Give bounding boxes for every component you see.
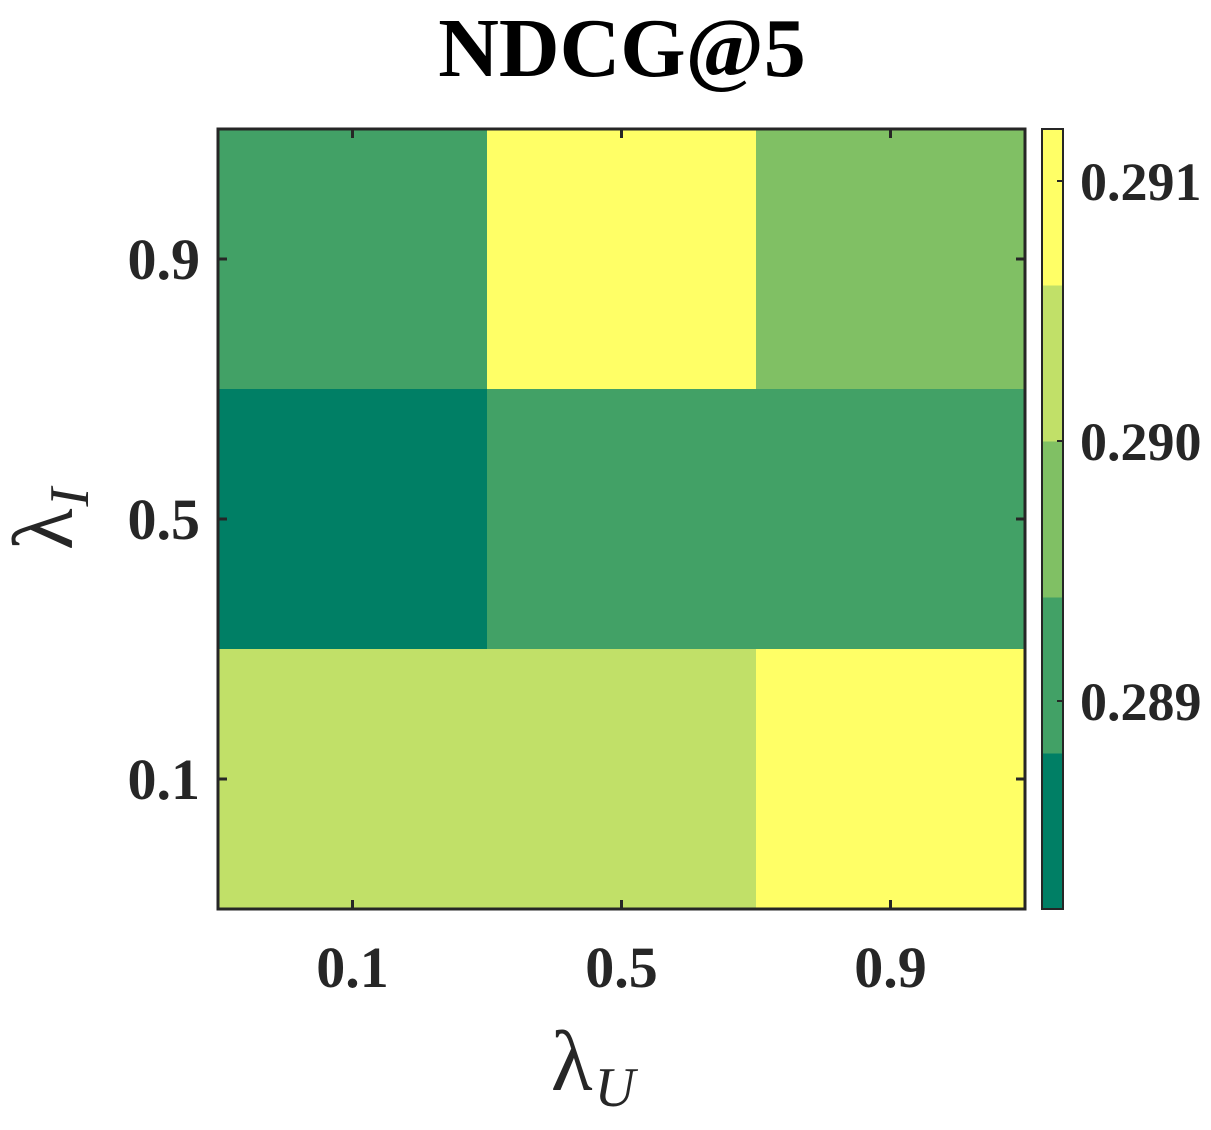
colorbar-bin-3 — [1042, 441, 1063, 598]
heatmap-cell-r2-c1 — [218, 389, 488, 650]
heatmap-cells — [218, 129, 1026, 910]
heatmap-cell-r1-c2 — [487, 129, 757, 390]
colorbar-border — [1041, 128, 1064, 910]
x-tick-label: 0.9 — [854, 935, 927, 1000]
heatmap-cell-r1-c3 — [756, 129, 1026, 390]
y-tick-label: 0.9 — [128, 227, 201, 292]
x-axis-label-subscript: U — [595, 1057, 639, 1119]
colorbar-tick-label: 0.289 — [1080, 672, 1202, 732]
y-axis-ticks: 0.9 0.5 0.1 — [128, 227, 1025, 812]
heatmap-cell-r2-c2 — [487, 389, 757, 650]
colorbar-tick-label: 0.291 — [1080, 152, 1202, 212]
y-tick-label: 0.1 — [128, 747, 201, 812]
chart-title: NDCG@5 — [438, 2, 805, 95]
heatmap-cell-r3-c1 — [218, 649, 488, 910]
y-axis-label: λI — [0, 485, 101, 550]
colorbar-bin-4 — [1042, 285, 1063, 442]
x-axis-ticks: 0.1 0.5 0.9 — [316, 129, 927, 1000]
heatmap-cell-r2-c3 — [756, 389, 1026, 650]
colorbar-tick-label: 0.290 — [1080, 412, 1202, 472]
y-axis-label-group: λI — [0, 485, 101, 550]
heatmap-cell-r3-c2 — [487, 649, 757, 910]
y-axis-label-subscript: I — [39, 485, 101, 507]
x-tick-label: 0.1 — [316, 935, 389, 1000]
colorbar: 0.289 0.290 0.291 — [1041, 128, 1202, 910]
x-tick-label: 0.5 — [585, 935, 658, 1000]
colorbar-bin-5 — [1042, 129, 1063, 286]
heatmap-cell-r3-c3 — [756, 649, 1026, 910]
x-axis-label: λU — [551, 1013, 639, 1119]
y-axis-label-symbol: λ — [0, 508, 91, 550]
colorbar-bin-2 — [1042, 597, 1063, 754]
colorbar-bin-1 — [1042, 753, 1063, 910]
x-axis-label-symbol: λ — [551, 1013, 593, 1109]
y-tick-label: 0.5 — [128, 487, 201, 552]
heatmap-cell-r1-c1 — [218, 129, 488, 390]
